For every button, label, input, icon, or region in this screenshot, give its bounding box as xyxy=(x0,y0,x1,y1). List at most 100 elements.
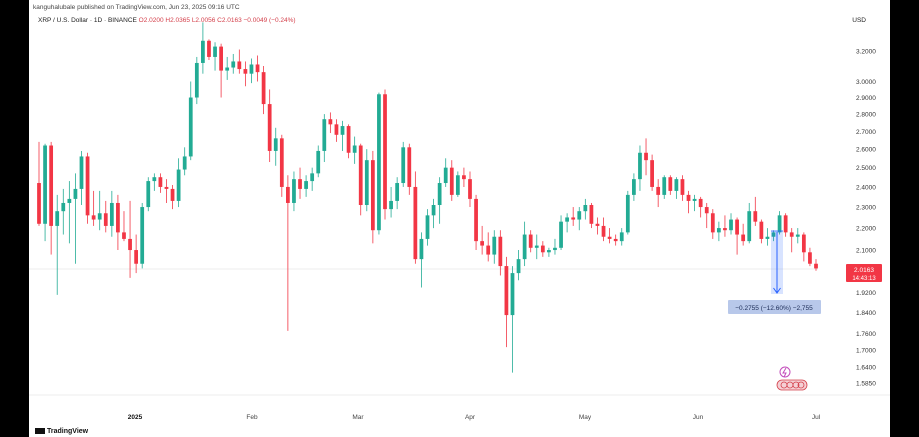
candle-body xyxy=(789,232,794,237)
high-value: H2.0365 xyxy=(165,17,190,24)
alert-icons[interactable] xyxy=(776,366,808,391)
candle-body xyxy=(571,217,576,220)
candle-body xyxy=(103,213,108,226)
candle-body xyxy=(231,61,236,68)
candle-body xyxy=(735,219,739,235)
candle-body xyxy=(37,183,41,224)
lightning-bolt-icon xyxy=(782,367,787,378)
y-axis: 3.2000 3.0000 2.9000 2.8000 2.7000 2.6000 2.50… xyxy=(856,49,876,388)
candle-body xyxy=(747,211,752,242)
candle-body xyxy=(565,217,569,222)
candle-body xyxy=(194,62,199,98)
candlestick-chart[interactable]: 3.2000 3.0000 2.9000 2.8000 2.7000 2.6000 2.50… xyxy=(29,0,890,437)
measure-tool[interactable]: −0.2755 (−12.60%) −2,755 xyxy=(728,230,821,314)
candle-body xyxy=(73,188,78,199)
candle-body xyxy=(389,200,393,210)
candle-body xyxy=(431,205,436,216)
candle-body xyxy=(213,46,217,57)
close-value: C2.0163 xyxy=(217,17,242,24)
candle-body xyxy=(116,202,120,233)
x-tick-label: May xyxy=(579,414,592,421)
candle-body xyxy=(85,156,90,216)
events-pill-icon[interactable] xyxy=(776,379,808,391)
candle-body xyxy=(468,179,472,199)
candle-body xyxy=(255,64,260,73)
candle-body xyxy=(279,138,284,187)
candle-body xyxy=(668,177,673,191)
candle-body xyxy=(237,61,242,70)
candle-body xyxy=(759,221,764,239)
candle-body xyxy=(182,156,187,170)
candles-group xyxy=(37,22,818,373)
candle-body xyxy=(407,147,412,187)
candle-body xyxy=(723,228,727,231)
candle-body xyxy=(498,236,503,267)
candle-body xyxy=(729,219,733,231)
candle-body xyxy=(710,213,715,233)
lightning-icon[interactable] xyxy=(779,366,791,378)
x-tick-label: Apr xyxy=(465,414,476,421)
tradingview-logo[interactable]: TradingView xyxy=(35,428,88,435)
candle-body xyxy=(370,160,375,231)
y-tick-label: 2.6000 xyxy=(856,147,876,154)
candle-body xyxy=(383,94,387,210)
candle-body xyxy=(504,266,509,316)
candle-body xyxy=(814,263,818,269)
candle-body xyxy=(273,138,278,151)
candle-body xyxy=(134,250,139,264)
candle-body xyxy=(486,245,491,255)
candle-body xyxy=(492,236,497,255)
candle-body xyxy=(577,211,582,220)
candle-body xyxy=(540,245,545,253)
candle-body xyxy=(753,211,758,222)
low-value: L2.0056 xyxy=(191,17,216,24)
candle-body xyxy=(140,207,145,264)
tradingview-logo-icon xyxy=(35,428,45,435)
y-tick-label: 2.2000 xyxy=(856,226,876,233)
y-tick-label: 1.5850 xyxy=(856,381,876,388)
candle-body xyxy=(559,221,563,248)
candle-body xyxy=(286,186,290,203)
candle-body xyxy=(207,40,211,57)
candle-body xyxy=(534,245,539,248)
candle-body xyxy=(310,173,315,182)
x-tick-label: Feb xyxy=(246,414,258,421)
candle-body xyxy=(771,232,776,237)
candle-body xyxy=(619,232,624,242)
candle-body xyxy=(425,215,430,239)
candle-body xyxy=(801,234,806,253)
y-tick-label: 3.2000 xyxy=(856,49,876,56)
candle-body xyxy=(340,126,345,135)
candle-body xyxy=(158,177,163,187)
candle-body xyxy=(152,177,157,182)
event-dot-icon xyxy=(797,381,805,389)
candle-body xyxy=(55,211,60,226)
y-tick-label: 2.1000 xyxy=(856,248,876,255)
candle-body xyxy=(601,225,606,237)
open-value: O2.0200 xyxy=(138,17,164,24)
symbol-title: XRP / U.S. Dollar · 1D · BINANCE xyxy=(38,17,137,24)
y-tick-label: 2.7000 xyxy=(856,129,876,136)
y-tick-label: 2.5000 xyxy=(856,165,876,172)
currency-label: USD xyxy=(852,17,866,24)
candle-body xyxy=(377,94,381,231)
candle-body xyxy=(298,179,302,189)
candle-body xyxy=(176,169,181,201)
candle-body xyxy=(638,152,642,180)
candle-body xyxy=(455,175,460,195)
x-tick-label: Mar xyxy=(352,414,364,421)
candle-body xyxy=(61,202,66,212)
candle-body xyxy=(765,236,770,239)
x-tick-label: 2025 xyxy=(128,414,143,421)
candle-body xyxy=(219,46,223,71)
candle-body xyxy=(67,198,72,203)
candle-body xyxy=(97,213,102,220)
candle-body xyxy=(662,177,667,195)
candle-body xyxy=(352,145,357,153)
candle-body xyxy=(480,241,485,246)
price-label-value: 2.0163 xyxy=(854,267,874,274)
candle-body xyxy=(474,198,478,242)
candle-body xyxy=(243,69,248,74)
candle-body xyxy=(692,198,697,201)
candle-body xyxy=(522,234,527,260)
